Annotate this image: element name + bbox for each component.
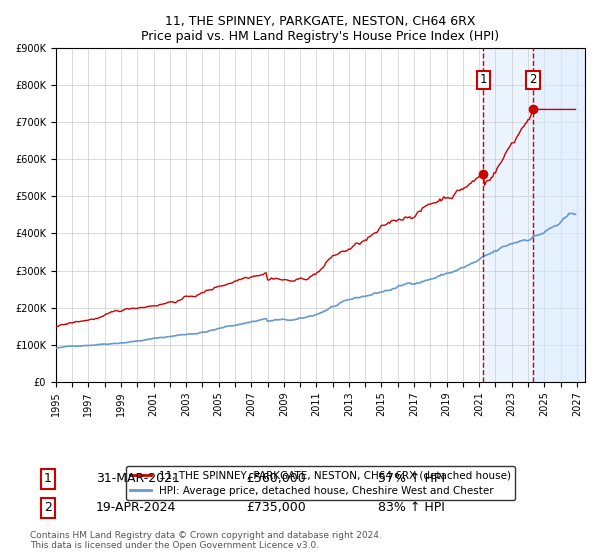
Text: 2: 2 <box>529 73 536 86</box>
Title: 11, THE SPINNEY, PARKGATE, NESTON, CH64 6RX
Price paid vs. HM Land Registry's Ho: 11, THE SPINNEY, PARKGATE, NESTON, CH64 … <box>142 15 499 43</box>
Text: 57% ↑ HPI: 57% ↑ HPI <box>378 472 445 486</box>
Bar <box>533 48 585 381</box>
Text: Contains HM Land Registry data © Crown copyright and database right 2024.
This d: Contains HM Land Registry data © Crown c… <box>30 530 382 550</box>
Text: 83% ↑ HPI: 83% ↑ HPI <box>378 501 445 515</box>
Legend: 11, THE SPINNEY, PARKGATE, NESTON, CH64 6RX (detached house), HPI: Average price: 11, THE SPINNEY, PARKGATE, NESTON, CH64 … <box>125 466 515 500</box>
Text: 31-MAR-2021: 31-MAR-2021 <box>96 472 180 486</box>
Text: 2: 2 <box>44 501 52 515</box>
Text: £560,000: £560,000 <box>246 472 306 486</box>
Text: £735,000: £735,000 <box>246 501 306 515</box>
Text: 19-APR-2024: 19-APR-2024 <box>96 501 176 515</box>
Bar <box>483 48 585 381</box>
Text: 1: 1 <box>44 472 52 486</box>
Text: 1: 1 <box>479 73 487 86</box>
